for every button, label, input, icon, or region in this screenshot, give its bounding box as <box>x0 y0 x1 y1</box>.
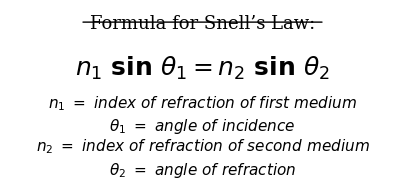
Text: $n_1\ =\ $$\mathit{index\ of\ refraction\ of\ first\ medium}$: $n_1\ =\ $$\mathit{index\ of\ refraction… <box>48 94 357 113</box>
Text: Formula for Snell’s Law:: Formula for Snell’s Law: <box>90 15 315 33</box>
Text: $\boldsymbol{n_1}\ \mathbf{sin}\ \boldsymbol{\theta_1} = \boldsymbol{n_2}\ \math: $\boldsymbol{n_1}\ \mathbf{sin}\ \boldsy… <box>75 54 330 82</box>
Text: $n_2\ =\ $$\mathit{index\ of\ refraction\ of\ second\ medium}$: $n_2\ =\ $$\mathit{index\ of\ refraction… <box>36 137 369 156</box>
Text: $\theta_2\ =\ $$\mathit{angle\ of\ refraction}$: $\theta_2\ =\ $$\mathit{angle\ of\ refra… <box>109 161 296 180</box>
Text: $\theta_1\ =\ $$\mathit{angle\ of\ incidence}$: $\theta_1\ =\ $$\mathit{angle\ of\ incid… <box>109 117 296 136</box>
